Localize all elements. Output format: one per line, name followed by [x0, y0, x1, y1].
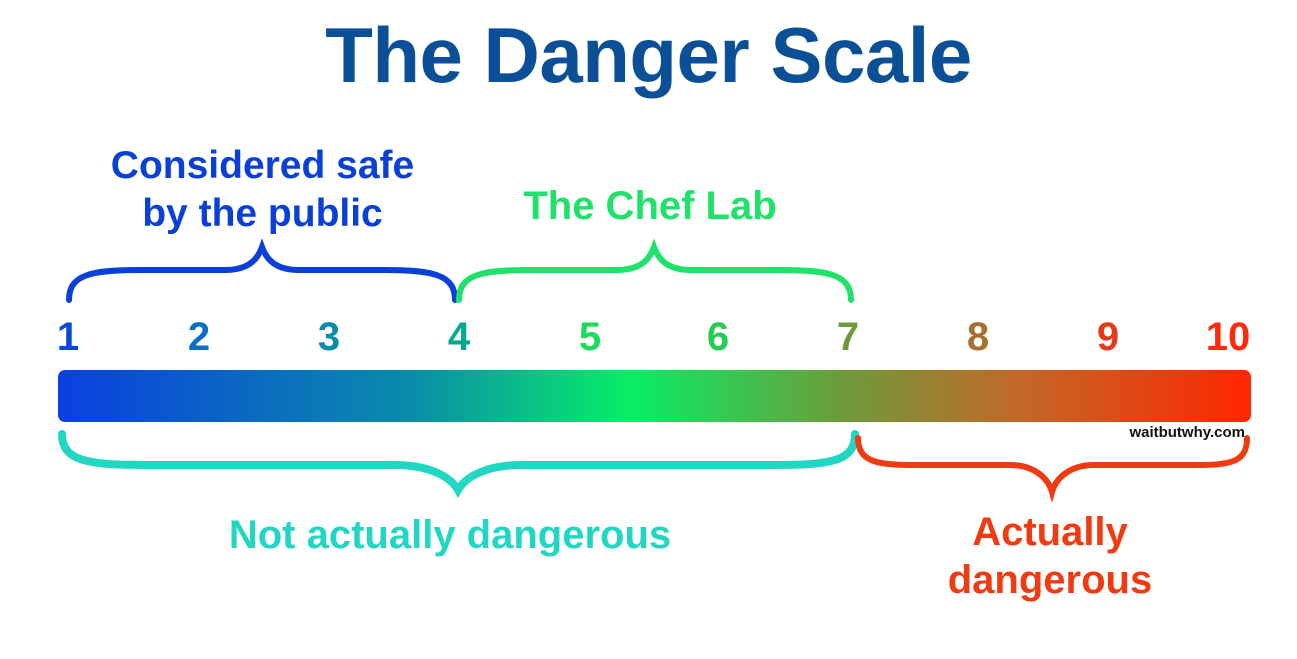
safe-by-public-label: Considered safe by the public — [60, 142, 465, 238]
scale-number-2: 2 — [187, 315, 211, 359]
safe-label-line2: by the public — [142, 192, 383, 235]
page-title: The Danger Scale — [325, 11, 972, 99]
scale-number-10: 10 — [1205, 315, 1251, 359]
safe-label-line1: Considered safe — [110, 144, 415, 187]
scale-number-8: 8 — [966, 315, 990, 359]
actually-dangerous-line2: dangerous — [947, 558, 1153, 602]
scale-number-3: 3 — [317, 315, 341, 359]
scale-number-4: 4 — [447, 315, 471, 359]
chef-lab-label: The Chef Lab — [523, 184, 777, 228]
scale-number-7: 7 — [836, 315, 860, 359]
scale-number-5: 5 — [578, 315, 602, 359]
brace-actually-dangerous — [855, 435, 1250, 503]
scale-number-6: 6 — [706, 315, 730, 359]
danger-gradient-bar — [58, 370, 1251, 422]
brace-not-dangerous — [58, 430, 859, 499]
actually-dangerous-line1: Actually — [972, 510, 1128, 554]
watermark: waitbutwhy.com — [1129, 424, 1245, 441]
brace-chef-lab — [456, 238, 854, 303]
not-actually-dangerous-label: Not actually dangerous — [228, 513, 672, 557]
scale-number-9: 9 — [1096, 315, 1120, 359]
actually-dangerous-label: Actually dangerous — [900, 508, 1200, 604]
scale-number-1: 1 — [56, 315, 80, 359]
brace-safe — [66, 238, 458, 303]
